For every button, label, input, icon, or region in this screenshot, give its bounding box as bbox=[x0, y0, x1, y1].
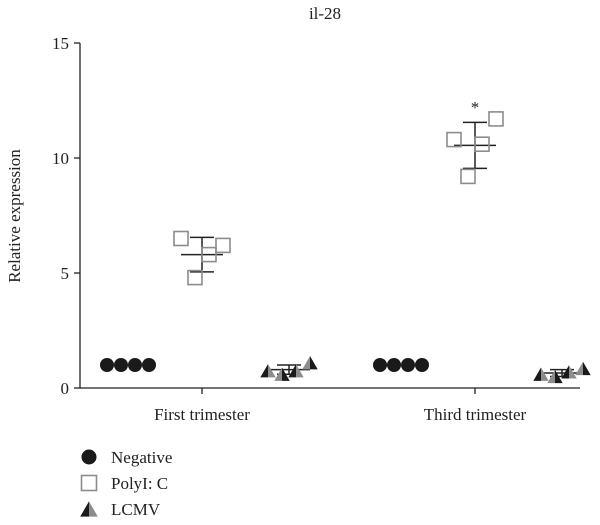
significance-marker: * bbox=[471, 98, 480, 117]
legend-item: LCMV bbox=[80, 500, 161, 519]
legend-label: LCMV bbox=[111, 500, 161, 519]
data-point bbox=[288, 364, 304, 378]
data-point bbox=[373, 358, 387, 372]
data-marks: * bbox=[100, 98, 591, 384]
data-point bbox=[260, 364, 276, 378]
chart-title: il-28 bbox=[309, 4, 341, 23]
data-point bbox=[446, 131, 462, 148]
legend-marker bbox=[80, 474, 98, 492]
data-point bbox=[302, 356, 318, 370]
x-tick-label: First trimester bbox=[154, 405, 250, 424]
data-point bbox=[387, 358, 401, 372]
y-tick-label: 10 bbox=[52, 149, 69, 168]
data-point bbox=[533, 367, 549, 381]
data-point bbox=[215, 237, 231, 254]
data-point bbox=[201, 246, 217, 263]
data-point bbox=[142, 358, 156, 372]
data-point bbox=[173, 230, 189, 247]
legend-label: PolyI: C bbox=[111, 474, 168, 493]
series-polyi-c bbox=[173, 111, 504, 286]
series-negative bbox=[100, 358, 429, 372]
legend: Negative PolyI: C LCMV bbox=[80, 448, 172, 519]
data-point bbox=[561, 365, 577, 379]
data-point bbox=[415, 358, 429, 372]
data-point bbox=[114, 358, 128, 372]
legend-marker bbox=[81, 449, 97, 465]
legend-label: Negative bbox=[111, 448, 172, 467]
y-axis-title: Relative expression bbox=[5, 149, 24, 283]
data-point bbox=[460, 168, 476, 185]
y-tick-label: 5 bbox=[61, 264, 70, 283]
data-point bbox=[474, 136, 490, 152]
data-point bbox=[128, 358, 142, 372]
axes: 0 5 10 15 First trimester Third trimester bbox=[52, 34, 580, 424]
legend-marker bbox=[80, 501, 98, 517]
data-point bbox=[488, 111, 504, 127]
y-tick-label: 15 bbox=[52, 34, 69, 53]
x-tick-label: Third trimester bbox=[424, 405, 527, 424]
data-point bbox=[100, 358, 114, 372]
data-point bbox=[401, 358, 415, 372]
legend-item: PolyI: C bbox=[80, 474, 168, 493]
data-point bbox=[575, 361, 591, 376]
legend-item: Negative bbox=[81, 448, 172, 467]
y-tick-label: 0 bbox=[61, 379, 70, 398]
data-point bbox=[187, 269, 203, 286]
